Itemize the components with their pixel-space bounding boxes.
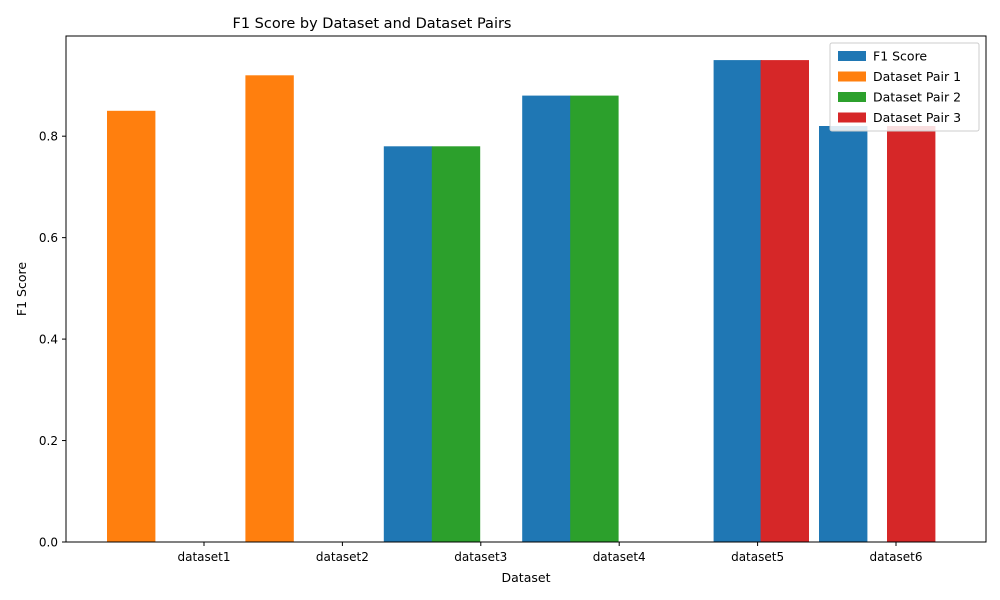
chart-title: F1 Score by Dataset and Dataset Pairs [233, 16, 512, 32]
legend-swatch-f1-score [838, 51, 866, 61]
legend-label-f1-score: F1 Score [873, 49, 927, 64]
bar-dataset-pair-2-dataset4 [570, 95, 619, 542]
y-tick-label-0.0: 0.0 [39, 536, 58, 550]
plot-frame [65, 35, 987, 543]
x-tick-label-dataset5: dataset5 [731, 550, 784, 564]
x-tick-label-dataset1: dataset1 [177, 550, 230, 564]
y-tick-label-0.6: 0.6 [39, 231, 58, 245]
bar-dataset-pair-1-dataset1 [107, 110, 156, 543]
bar-f1-score-dataset5 [713, 60, 762, 542]
legend-label-dataset-pair-3: Dataset Pair 3 [873, 110, 961, 125]
legend-label-dataset-pair-1: Dataset Pair 1 [873, 69, 961, 84]
x-tick-label-dataset3: dataset3 [454, 550, 507, 564]
y-axis-label: F1 Score [14, 262, 29, 316]
x-axis-label: Dataset [502, 570, 551, 585]
y-tick-label-0.2: 0.2 [39, 434, 58, 448]
bar-f1-score-dataset4 [522, 95, 571, 542]
bar-dataset-pair-3-dataset5 [760, 60, 809, 542]
x-tick-label-dataset2: dataset2 [316, 550, 369, 564]
bar-dataset-pair-3-dataset6 [887, 126, 936, 542]
bar-f1-score-dataset6 [819, 126, 868, 542]
bars-layer [107, 60, 936, 543]
legend-swatch-dataset-pair-1 [838, 71, 866, 82]
legend-box [829, 42, 980, 132]
bar-dataset-pair-1-dataset2 [245, 75, 294, 543]
bar-f1-score-dataset3 [383, 146, 433, 543]
y-tick-label-0.8: 0.8 [39, 130, 58, 144]
x-tick-label-dataset4: dataset4 [593, 550, 646, 564]
legend-swatch-dataset-pair-2 [838, 92, 866, 102]
axes-layer: dataset1 dataset2 dataset3 dataset4 dataset5… [39, 35, 987, 564]
x-tick-label-dataset6: dataset6 [869, 550, 922, 564]
bar-dataset-pair-2-dataset3 [431, 146, 481, 543]
legend: F1 Score Dataset Pair 1 Dataset Pair 2 Data… [829, 42, 980, 132]
y-tick-label-0.4: 0.4 [39, 333, 58, 347]
legend-swatch-dataset-pair-3 [838, 112, 866, 123]
legend-label-dataset-pair-2: Dataset Pair 2 [873, 90, 961, 105]
